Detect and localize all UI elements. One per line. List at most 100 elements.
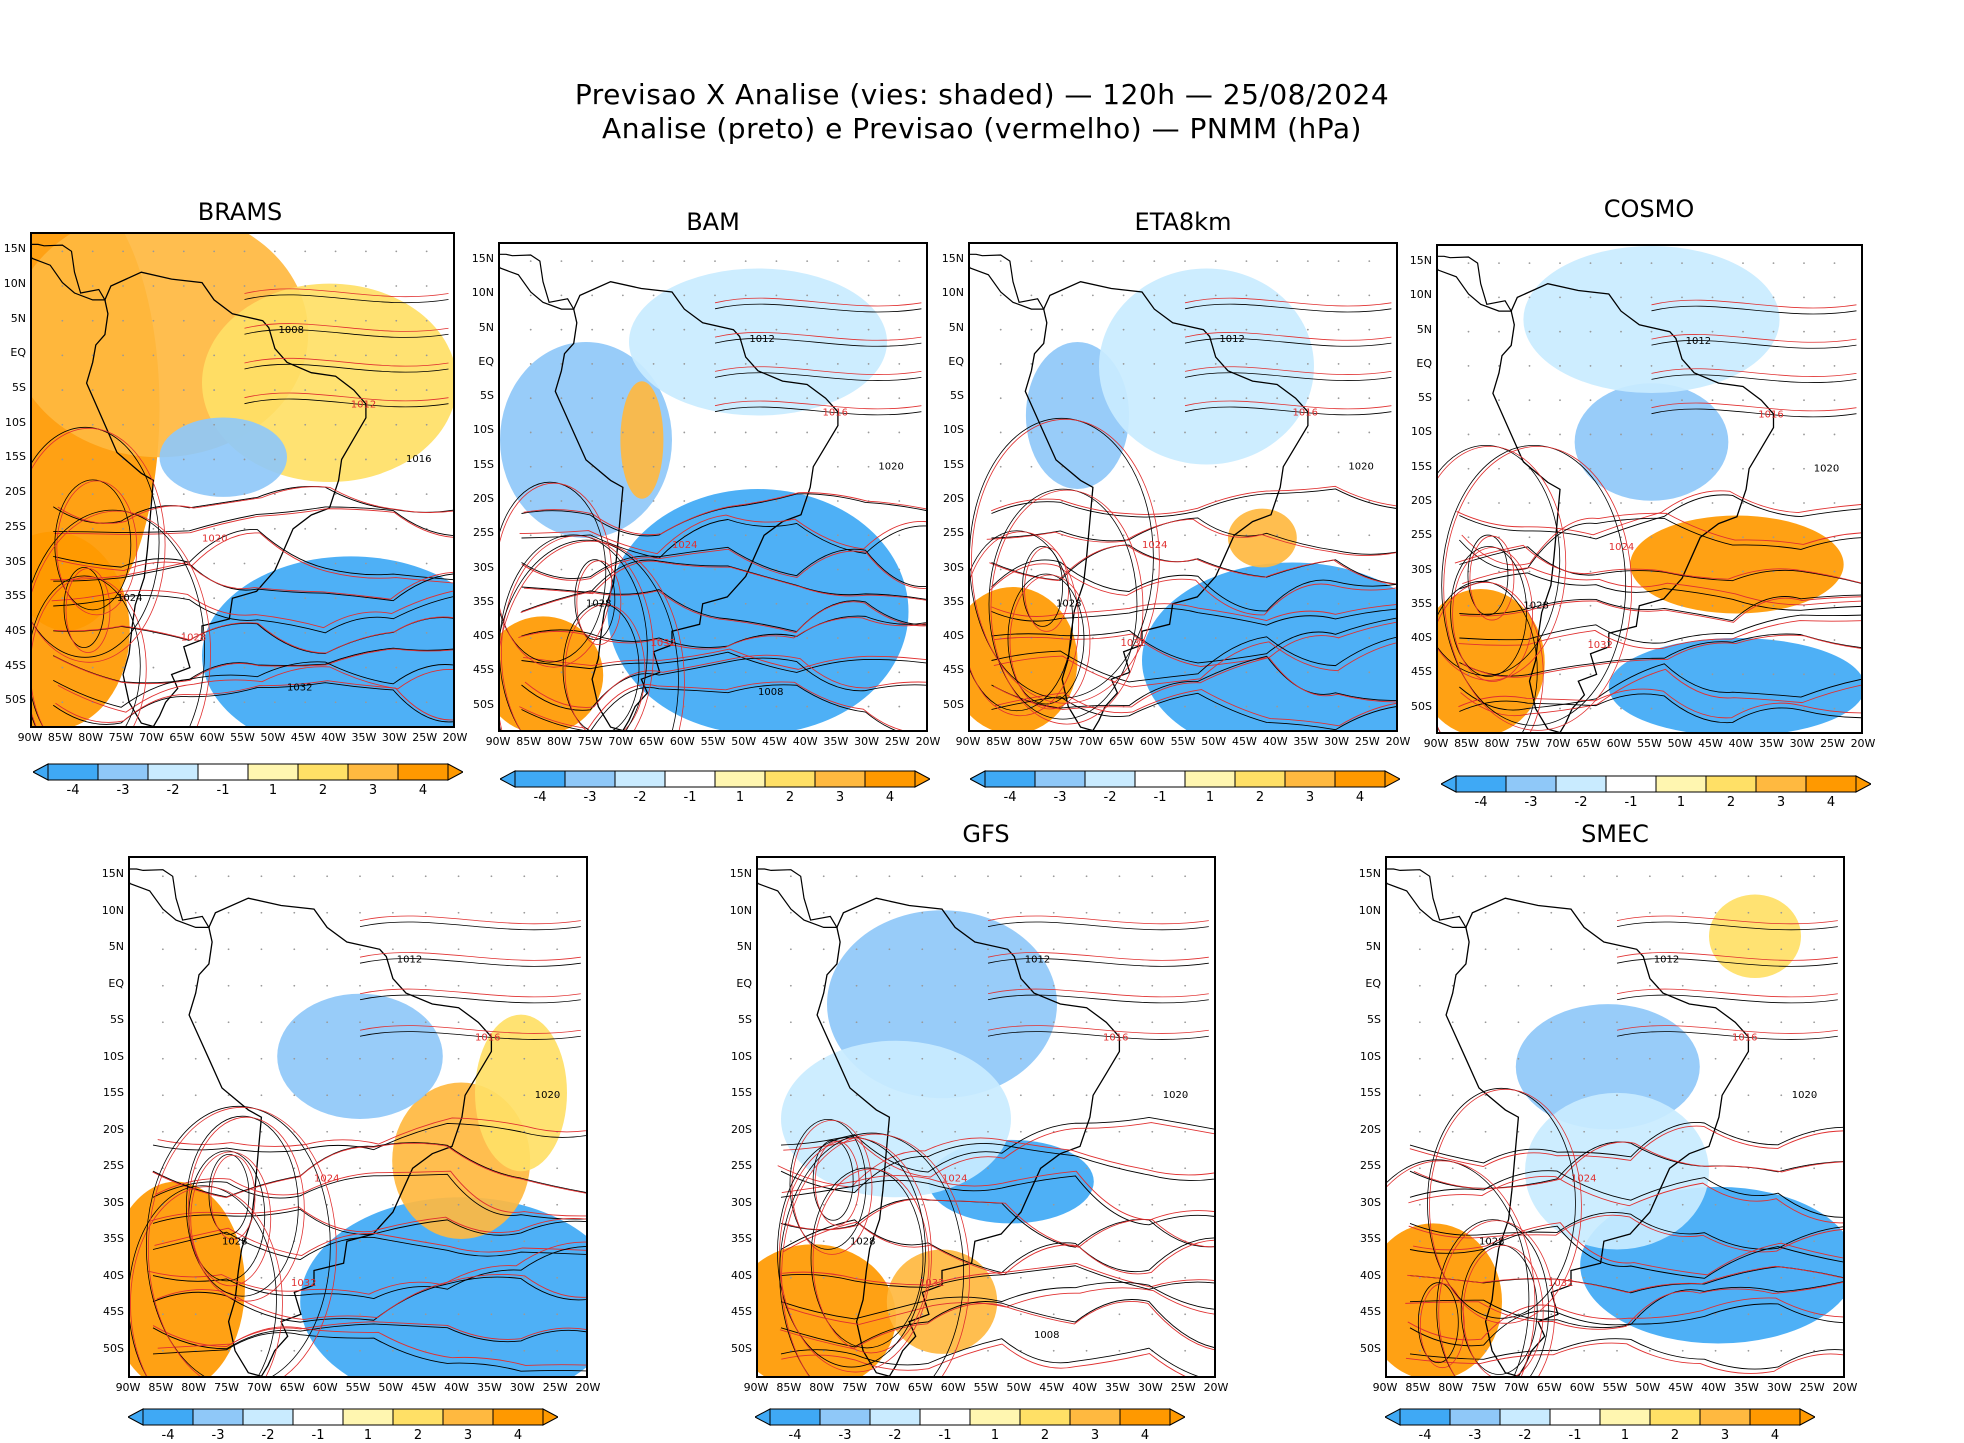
colorbar-label: 2 [1255, 790, 1265, 805]
lon-tick-label: 20W [442, 731, 468, 744]
colorbar-swatch-pos3 [814, 770, 866, 788]
lon-tick-label: 65W [1576, 737, 1601, 750]
isobar-label: 1012 [1654, 954, 1679, 965]
figure-title-line1: Previsao X Analise (vies: shaded) — 120h… [574, 78, 1390, 111]
isobar-label: 1016 [1103, 1033, 1128, 1044]
lon-tick-label: 75W [842, 1381, 867, 1394]
colorbar-label: 3 [835, 790, 845, 805]
isobar-label: 1020 [1348, 461, 1373, 472]
lat-tick-label: 30S [1411, 562, 1432, 576]
lon-tick-label: 20W [1385, 735, 1411, 748]
isobar-label: 1028 [181, 633, 206, 644]
isobar-label: 1024 [1609, 542, 1634, 553]
colorbar-swatch-neg2 [614, 770, 666, 788]
lon-tick-label: 35W [476, 1381, 502, 1394]
colorbar-swatch-pos4 [397, 763, 449, 781]
panel-title-1: BRAMS [197, 198, 283, 226]
lat-tick-label: 5S [738, 1013, 752, 1027]
lat-tick-label: 15S [1360, 1086, 1381, 1100]
lon-tick-label: 80W [546, 735, 572, 748]
lat-tick-label: 40S [731, 1268, 752, 1282]
isobar-label: 1024 [117, 593, 142, 604]
lon-tick-label: 40W [1701, 1381, 1726, 1394]
lon-tick-label: 80W [181, 1381, 207, 1394]
colorbar-label: 4 [885, 790, 895, 805]
lon-tick-label: 70W [608, 735, 634, 748]
lon-tick-label: 50W [1006, 1381, 1032, 1394]
lon-tick-label: 25W [1799, 1381, 1825, 1394]
colorbar-label: -1 [1624, 795, 1638, 810]
lon-tick-label: 50W [260, 731, 286, 744]
lat-tick-label: 10N [1409, 288, 1432, 302]
isobar-label: 1012 [749, 334, 774, 345]
lon-tick-label: 20W [1832, 1381, 1858, 1394]
colorbar-label: -4 [1003, 790, 1017, 805]
isobar-label: 1020 [202, 534, 227, 545]
lat-tick-label: 10S [943, 423, 964, 437]
colorbar-label: 4 [418, 783, 428, 798]
lon-tick-label: 35W [1759, 737, 1784, 750]
lat-tick-label: 10S [473, 423, 494, 437]
colorbar-swatch-neg3 [97, 763, 149, 781]
lon-tick-label: 55W [1602, 1381, 1628, 1394]
colorbar-label: -4 [1474, 795, 1488, 810]
lat-tick-label: 45S [731, 1305, 752, 1319]
lon-tick-label: 65W [169, 731, 195, 744]
colorbar-label: -3 [116, 783, 130, 798]
lat-tick-label: 5N [948, 320, 964, 334]
lon-tick-label: 40W [321, 731, 346, 744]
lat-tick-label: 15N [729, 867, 752, 881]
isobar-label: 1028 [850, 1236, 875, 1247]
colorbar-swatch-neg3 [819, 1408, 871, 1426]
lat-tick-label: 35S [5, 589, 26, 603]
south-america-outline [1024, 281, 1309, 730]
colorbar-swatch-neg3 [564, 770, 616, 788]
south-america-outline [85, 271, 367, 726]
lat-tick-label: 35S [103, 1232, 124, 1246]
lon-tick-label: 75W [577, 735, 603, 748]
colorbar-swatch-neg4 [47, 763, 99, 781]
isobar-label: 1032 [919, 1278, 944, 1289]
lon-tick-label: 50W [1201, 735, 1227, 748]
lat-tick-label: EQ [108, 976, 124, 990]
lon-tick-label: 85W [986, 735, 1012, 748]
lat-tick-label: 10S [1360, 1049, 1381, 1063]
lon-tick-label: 85W [516, 735, 542, 748]
colorbar-swatch-pos1 [969, 1408, 1021, 1426]
lon-tick-label: 70W [138, 731, 164, 744]
lon-tick-label: 35W [351, 731, 377, 744]
lat-tick-label: 30S [5, 554, 26, 568]
map-canvas: 1012 1016 1020 1024 1028 1032 1008 [500, 253, 926, 730]
lon-tick-label: 45W [290, 731, 316, 744]
colorbar-swatch-neg3 [192, 1408, 244, 1426]
colorbar-label: 1 [1676, 795, 1686, 810]
colorbar-swatch-neg1 [1134, 770, 1186, 788]
lat-tick-label: 35S [943, 594, 964, 608]
colorbar-swatch-pos4 [1749, 1408, 1801, 1426]
colorbar-swatch-pos1 [1655, 775, 1707, 793]
lat-tick-label: 15N [1358, 867, 1381, 881]
isobar-label: 1020 [1163, 1090, 1188, 1101]
colorbar-swatch-pos1 [1184, 770, 1236, 788]
lon-tick-label: 60W [940, 1381, 966, 1394]
isobar-label: 1032 [291, 1278, 316, 1289]
colorbar-swatch-pos2 [1019, 1408, 1071, 1426]
lon-tick-label: 70W [246, 1381, 272, 1394]
lon-tick-label: 90W [743, 1381, 769, 1394]
colorbar-label: -4 [533, 790, 547, 805]
lon-tick-label: 60W [1569, 1381, 1595, 1394]
isobar-label: 1020 [878, 461, 903, 472]
isobar-label: 1032 [287, 682, 312, 693]
lat-tick-label: 10S [731, 1049, 752, 1063]
lon-tick-label: 35W [1104, 1381, 1130, 1394]
isobar-label: 1020 [1792, 1090, 1817, 1101]
lon-tick-label: 55W [700, 735, 726, 748]
isobar-label: 1016 [475, 1033, 500, 1044]
colorbar-label: -2 [166, 783, 180, 798]
colorbar-swatch-pos3 [347, 763, 399, 781]
colorbar-swatch-neg4 [769, 1408, 821, 1426]
lat-tick-label: 40S [103, 1268, 124, 1282]
lat-tick-label: 10S [1411, 425, 1432, 439]
colorbar-swatch-neg4 [1399, 1408, 1451, 1426]
isobar-label: 1028 [1479, 1236, 1504, 1247]
